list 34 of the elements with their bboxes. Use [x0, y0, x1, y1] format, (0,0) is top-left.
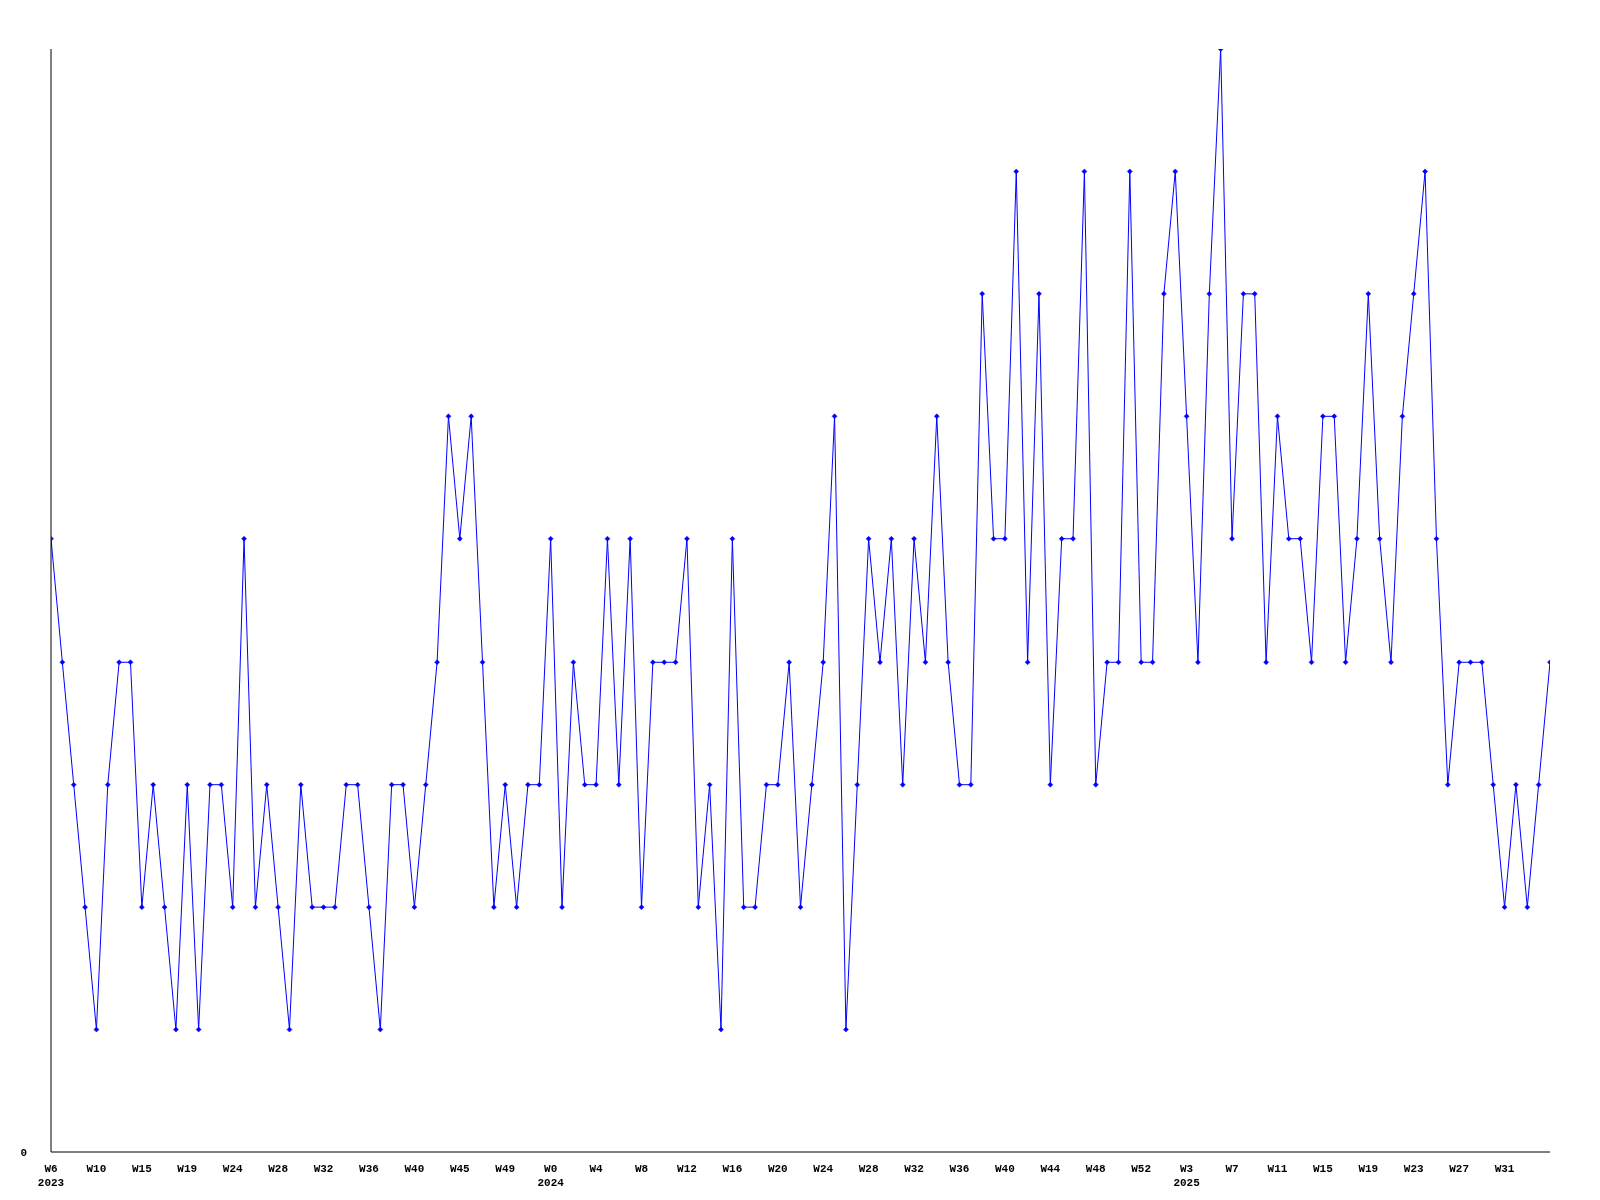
text: 0	[20, 1146, 27, 1159]
x-tick-label: W8	[634, 1162, 649, 1175]
x-tick-label: W36	[359, 1162, 379, 1175]
x-tick-label: W31	[1494, 1162, 1515, 1175]
x-tick-label: W20	[767, 1162, 788, 1175]
x-tick-label: W11	[1267, 1162, 1288, 1175]
x-tick-label: W44	[1040, 1162, 1061, 1175]
x-tick-label: W45	[449, 1162, 471, 1175]
x-tick-label: W6 2023	[37, 1162, 65, 1189]
x-tick-label: W52	[1131, 1162, 1152, 1175]
x-tick-label: W15	[131, 1162, 153, 1175]
x-tick-label: W12	[677, 1162, 697, 1175]
x-tick-label: W16	[722, 1162, 743, 1175]
x-tick-label: W32	[904, 1162, 924, 1175]
x-tick-label: W19	[177, 1162, 198, 1175]
x-tick-label: W3 2025	[1173, 1162, 1201, 1189]
x-tick-label: W0 2024	[537, 1162, 565, 1189]
x-tick-label: W23	[1403, 1162, 1425, 1175]
x-tick-label: W27	[1449, 1162, 1470, 1175]
x-tick-label: W28	[268, 1162, 289, 1175]
x-tick-label: W15	[1312, 1162, 1334, 1175]
x-tick-label: W49	[495, 1162, 516, 1175]
x-tick-label: W28	[858, 1162, 879, 1175]
x-tick-label: W24	[813, 1162, 834, 1175]
x-tick-label: W40	[404, 1162, 425, 1175]
x-tick-label: W36	[949, 1162, 970, 1175]
x-tick-label: W40	[995, 1162, 1015, 1175]
x-tick-label: W7	[1225, 1162, 1239, 1175]
x-tick-label: W24	[222, 1162, 243, 1175]
x-tick-label: W19	[1358, 1162, 1379, 1175]
x-tick-label: W10	[86, 1162, 107, 1175]
x-tick-label: W4	[589, 1162, 604, 1175]
x-tick-label: W48	[1085, 1162, 1107, 1175]
x-tick-label: W32	[313, 1162, 334, 1175]
